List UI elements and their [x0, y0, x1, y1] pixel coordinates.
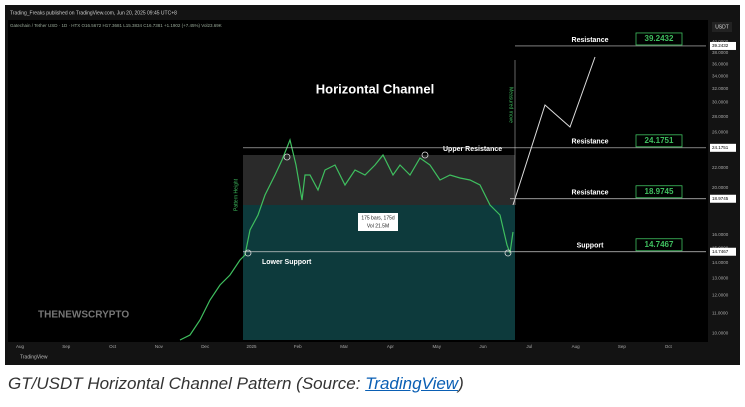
y-tick-label: 10.0000: [712, 331, 729, 336]
x-tick-label: Feb: [294, 344, 302, 349]
stats: Vol 21.5M: [367, 223, 389, 229]
currency: USDT: [715, 24, 729, 30]
y-tick-label: 16.0000: [712, 232, 729, 237]
caption-text: GT/USDT Horizontal Channel Pattern (Sour…: [8, 374, 366, 393]
pivot-markers: [244, 151, 512, 257]
level-value: 24.1751: [645, 136, 674, 145]
projection: [512, 56, 596, 206]
watermark: THENEWSCRYPTO: [38, 310, 129, 321]
x-tick-label: Jul: [526, 344, 532, 349]
y-tick-label: 26.0000: [712, 130, 729, 135]
x-tick-label: Apr: [387, 344, 395, 349]
y-tick-label: 11.0000: [712, 311, 728, 316]
y-tick-label: 30.0000: [712, 100, 729, 105]
x-tick-label: Oct: [109, 344, 117, 349]
pattern-height: Pattern Height: [233, 178, 239, 211]
x-tick-label: 2025: [246, 344, 257, 349]
price-path: [179, 138, 514, 341]
header: Trading_Freaks published on TradingView.…: [10, 10, 177, 16]
x-tick-label: Jun: [479, 344, 487, 349]
y-tick-label: 22.0000: [712, 165, 729, 170]
y-tick-label: 34.0000: [712, 73, 729, 78]
level-value: 14.7467: [645, 240, 674, 249]
measured-move: Measured move: [508, 87, 514, 123]
y-tick-label: 40.0000: [712, 39, 729, 44]
axis-level-box: [710, 247, 736, 256]
level-label: Resistance: [572, 190, 609, 197]
caption: GT/USDT Horizontal Channel Pattern (Sour…: [8, 374, 464, 394]
y-tick-label: 38.0000: [712, 50, 729, 55]
y-tick-label: 14.0000: [712, 260, 729, 265]
level-box: [635, 134, 683, 148]
stats: 175 bars, 175d: [361, 215, 395, 221]
y-tick-label: 28.0000: [712, 114, 729, 119]
level-label: Resistance: [572, 37, 609, 44]
axis-level-value: 18.9745: [712, 196, 729, 201]
caption-end: ): [458, 374, 464, 393]
x-tick-label: Sep: [62, 344, 71, 349]
axis-level-box: [710, 41, 736, 50]
x-tick-label: May: [432, 344, 441, 349]
axis-level-box: [710, 143, 736, 152]
stats-box: [358, 213, 398, 231]
x-tick-label: Aug: [16, 344, 25, 349]
x-tick-label: Sep: [618, 344, 627, 349]
y-tick-label: 32.0000: [712, 86, 729, 91]
axis-level-value: 39.2432: [712, 43, 729, 48]
x-tick-label: Aug: [572, 344, 581, 349]
caption-link[interactable]: TradingView: [365, 374, 459, 393]
channel-lower: Lower Support: [262, 259, 312, 266]
symbol-line: Gatechain / Tether USD · 1D · HTX O16.56…: [10, 23, 222, 28]
currency-box: [712, 22, 732, 32]
chart: Trading_Freaks published on TradingView.…: [5, 5, 740, 365]
axis-level-value: 24.1751: [712, 145, 729, 150]
axis-level-value: 14.7467: [712, 249, 729, 254]
y-tick-label: 20.0000: [712, 185, 729, 190]
x-tick-label: Oct: [665, 344, 673, 349]
channel-upper: Upper Resistance: [443, 146, 502, 153]
level-box: [635, 185, 683, 199]
x-tick-label: Nov: [155, 344, 164, 349]
level-label: Support: [577, 243, 604, 250]
level-box: [635, 238, 683, 252]
y-tick-label: 36.0000: [712, 61, 729, 66]
x-tick-label: Mar: [340, 344, 348, 349]
level-label: Resistance: [572, 139, 609, 146]
y-tick-label: 13.0000: [712, 275, 729, 280]
channel-upper-zone: [243, 155, 515, 205]
level-value: 39.2432: [645, 34, 674, 43]
level-box: [635, 32, 683, 46]
axis-level-box: [710, 194, 736, 203]
footer: TradingView: [20, 354, 48, 360]
title: Horizontal Channel: [316, 81, 434, 96]
y-tick-label: 12.0000: [712, 292, 729, 297]
x-tick-label: Dec: [201, 344, 210, 349]
level-value: 18.9745: [645, 187, 674, 196]
